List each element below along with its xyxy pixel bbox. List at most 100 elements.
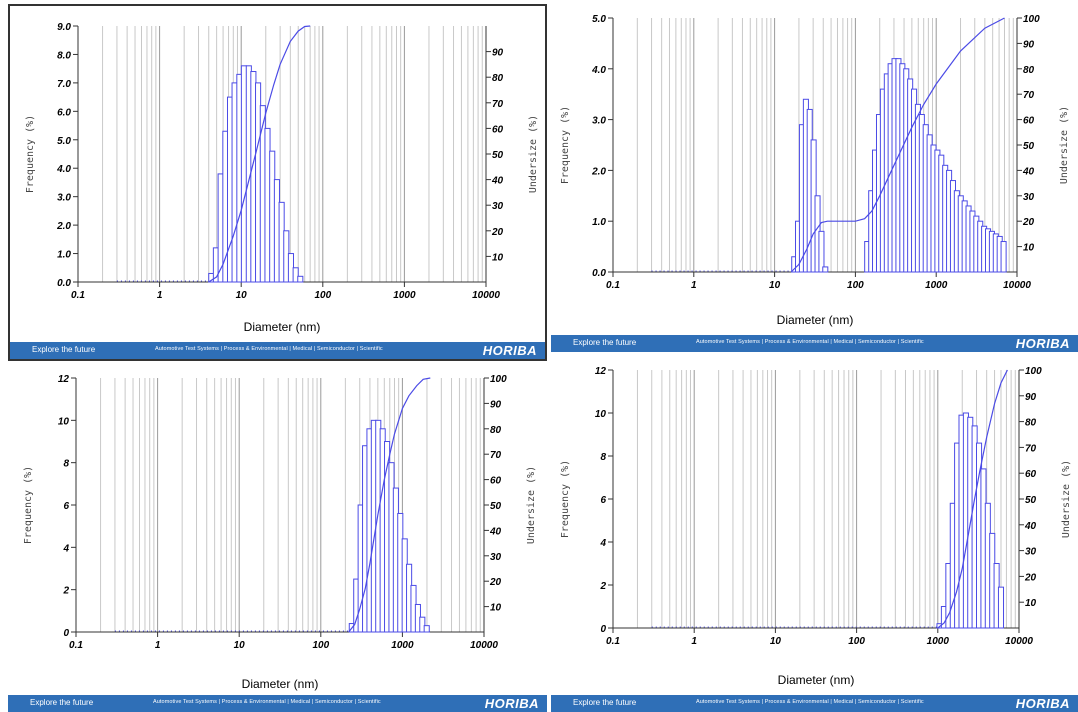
- undersize-line: [208, 25, 311, 283]
- x-tick-label: 1000: [927, 636, 950, 647]
- y-tick-label: 4: [599, 538, 606, 549]
- bar: [997, 586, 1005, 629]
- x-tick-label: 1: [691, 636, 697, 647]
- bar: [1000, 241, 1007, 273]
- y2-tick-label: 50: [492, 150, 504, 161]
- y-tick-label: 0: [63, 628, 69, 639]
- footer-bar: Explore the future Automotive Test Syste…: [10, 342, 545, 359]
- x-tick-label: 1000: [391, 640, 414, 651]
- footer-bar: Explore the future Automotive Test Syste…: [8, 695, 547, 712]
- footer-links-text: Automotive Test Systems | Process & Envi…: [696, 339, 924, 345]
- y2-tick-label: 50: [1025, 495, 1037, 506]
- x-tick-label: 1000: [925, 280, 948, 291]
- y-tick-label: 4.0: [591, 65, 606, 76]
- y2-tick-label: 90: [490, 399, 502, 410]
- bar: [818, 230, 825, 273]
- y2-tick-label: 30: [1025, 547, 1037, 558]
- footer-explore-text: Explore the future: [30, 698, 94, 707]
- y-tick-label: 0.0: [57, 278, 71, 289]
- y2-axis-title: Undersize (%): [1061, 460, 1072, 538]
- footer-explore-text: Explore the future: [32, 345, 96, 354]
- x-axis-title: Diameter (nm): [244, 320, 321, 334]
- footer-explore-text: Explore the future: [573, 338, 637, 347]
- y2-tick-label: 90: [1023, 39, 1035, 50]
- y-tick-label: 8.0: [57, 50, 71, 61]
- y2-tick-label: 50: [1023, 141, 1035, 152]
- y2-tick-label: 60: [1023, 116, 1035, 127]
- x-tick-label: 0.1: [71, 290, 85, 301]
- bar-series: [791, 58, 1007, 273]
- y-axis-title: Frequency (%): [560, 460, 571, 538]
- bar: [423, 625, 430, 633]
- x-tick-label: 1: [691, 280, 697, 291]
- y-tick-label: 5.0: [592, 14, 606, 25]
- y2-tick-label: 10: [1025, 598, 1037, 609]
- y2-tick-label: 80: [1025, 418, 1037, 429]
- x-tick-label: 0.1: [606, 280, 620, 291]
- x-tick-label: 10000: [1005, 636, 1033, 647]
- y2-tick-label: 60: [492, 124, 504, 135]
- y2-tick-label: 20: [489, 577, 502, 588]
- x-tick-label: 0.1: [606, 636, 620, 647]
- y-tick-label: 8: [63, 459, 69, 470]
- undersize-line: [790, 17, 1005, 273]
- y-tick-label: 9.0: [57, 22, 71, 33]
- y2-tick-label: 30: [1023, 192, 1035, 203]
- y2-tick-label: 90: [1025, 392, 1037, 403]
- x-tick-label: 10000: [1003, 280, 1031, 291]
- y2-tick-label: 10: [1023, 243, 1035, 254]
- footer-bar: Explore the future Automotive Test Syste…: [551, 335, 1078, 352]
- x-tick-label: 100: [312, 640, 329, 651]
- bar: [419, 616, 426, 633]
- y2-tick-label: 50: [490, 501, 502, 512]
- x-tick-label: 10000: [472, 290, 500, 301]
- y2-tick-label: 100: [490, 374, 507, 385]
- y2-tick-label: 40: [1022, 166, 1035, 177]
- footer-links-text: Automotive Test Systems | Process & Envi…: [153, 699, 381, 705]
- y-tick-label: 2: [599, 581, 606, 592]
- x-axis-title: Diameter (nm): [242, 677, 319, 691]
- bar: [297, 275, 304, 283]
- y2-tick-label: 20: [1024, 572, 1037, 583]
- horiba-logo: HORIBA: [1015, 336, 1070, 351]
- y-axis-title: Frequency (%): [25, 115, 36, 193]
- y2-axis-title: Undersize (%): [526, 466, 537, 544]
- y2-tick-label: 80: [1023, 65, 1035, 76]
- y2-axis-title: Undersize (%): [528, 115, 539, 193]
- chart-svg-bottom-right: 0.1 1 10 100 1000 10000 0 2 4 6 8 10 12 10 20 30 40 50 60 7…: [560, 366, 1072, 687]
- x-tick-label: 100: [847, 280, 864, 291]
- y-tick-label: 2.0: [56, 221, 71, 232]
- y2-tick-label: 10: [490, 603, 502, 614]
- y2-tick-label: 70: [1025, 443, 1037, 454]
- x-tick-label: 10: [770, 636, 782, 647]
- y2-tick-label: 80: [492, 73, 504, 84]
- x-tick-label: 10: [234, 640, 246, 651]
- y-tick-label: 7.0: [57, 79, 71, 90]
- y2-tick-label: 60: [1025, 469, 1037, 480]
- y2-tick-label: 30: [492, 201, 504, 212]
- y2-tick-label: 20: [1022, 217, 1035, 228]
- x-tick-label: 10: [236, 290, 248, 301]
- y-tick-label: 12: [58, 374, 70, 385]
- chart-panel-top-left: 0.1 1 10 100 1000 10000 0.0 1.0 2.0 3.0 4.0 5.0 6.0 7…: [8, 4, 547, 361]
- y2-tick-label: 70: [490, 450, 502, 461]
- y-tick-label: 2: [62, 586, 69, 597]
- y-tick-label: 5.0: [57, 136, 71, 147]
- y2-tick-label: 40: [491, 176, 504, 187]
- x-tick-label: 10000: [470, 640, 498, 651]
- footer-links-text: Automotive Test Systems | Process & Envi…: [155, 346, 383, 352]
- y-tick-label: 0.0: [592, 268, 606, 279]
- y-tick-label: 2.0: [591, 166, 606, 177]
- y2-tick-label: 70: [1023, 90, 1035, 101]
- y2-tick-label: 70: [492, 99, 504, 110]
- y-tick-label: 1.0: [57, 250, 71, 261]
- y2-tick-label: 100: [1025, 366, 1042, 377]
- grid-lines: [75, 378, 481, 632]
- horiba-logo: HORIBA: [484, 696, 539, 711]
- bar: [240, 65, 247, 283]
- x-tick-label: 100: [314, 290, 331, 301]
- y-tick-label: 3.0: [57, 193, 71, 204]
- y-tick-label: 4.0: [56, 164, 71, 175]
- y2-tick-label: 30: [490, 552, 502, 563]
- y2-tick-label: 90: [492, 48, 504, 59]
